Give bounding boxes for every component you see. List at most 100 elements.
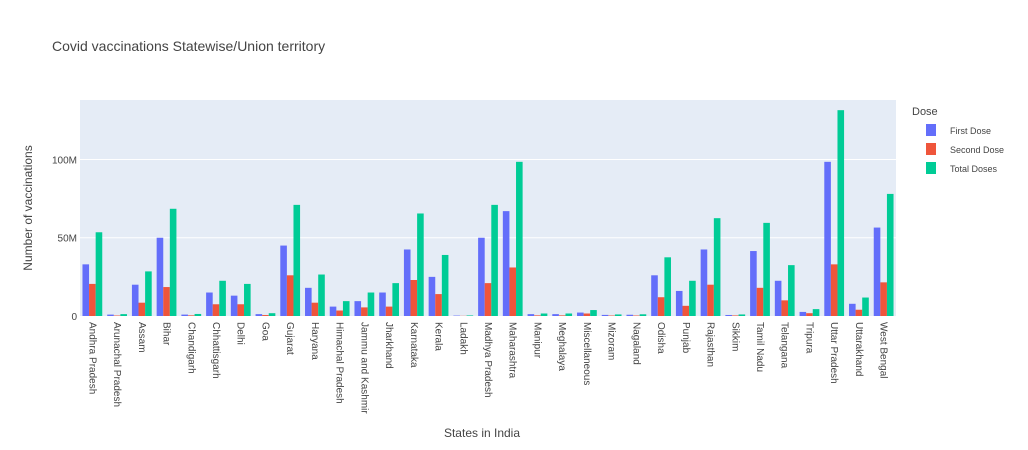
bar[interactable] [138, 302, 146, 316]
bar[interactable] [156, 237, 164, 316]
bar[interactable] [255, 314, 263, 316]
bar[interactable] [540, 313, 548, 316]
bar[interactable] [577, 312, 584, 316]
bar[interactable] [206, 292, 213, 316]
bar[interactable] [131, 284, 139, 316]
bar[interactable] [806, 313, 813, 316]
legend-swatch[interactable] [926, 143, 936, 155]
bar[interactable] [244, 283, 251, 316]
bar[interactable] [707, 284, 714, 316]
bar[interactable] [788, 265, 795, 316]
bar[interactable] [590, 310, 597, 316]
bar[interactable] [614, 314, 622, 316]
bar[interactable] [403, 249, 411, 316]
bar[interactable] [682, 305, 690, 316]
bar[interactable] [824, 161, 831, 316]
bar[interactable] [169, 208, 177, 316]
bar[interactable] [367, 292, 375, 316]
bar[interactable] [237, 304, 245, 316]
bar[interactable] [731, 315, 739, 316]
bar[interactable] [565, 313, 573, 316]
legend-swatch[interactable] [926, 162, 936, 174]
bar[interactable] [318, 274, 325, 316]
bar[interactable] [873, 227, 881, 316]
bar[interactable] [664, 257, 671, 316]
bar[interactable] [750, 251, 757, 316]
bar[interactable] [305, 287, 312, 316]
bar[interactable] [410, 280, 418, 316]
bar[interactable] [738, 314, 746, 316]
bar[interactable] [187, 315, 195, 316]
bar[interactable] [700, 249, 708, 316]
bar[interactable] [837, 110, 845, 316]
bar[interactable] [212, 304, 220, 316]
bar[interactable] [354, 301, 362, 316]
bar[interactable] [657, 297, 665, 316]
bar[interactable] [107, 314, 114, 316]
bar[interactable] [781, 300, 789, 316]
bar[interactable] [849, 303, 856, 316]
bar[interactable] [756, 287, 764, 316]
bar[interactable] [417, 213, 424, 316]
bar[interactable] [812, 309, 820, 316]
bar[interactable] [799, 311, 807, 316]
bar[interactable] [886, 193, 894, 316]
bar[interactable] [441, 254, 449, 316]
bar[interactable] [713, 218, 721, 316]
bar[interactable] [651, 275, 658, 316]
legend-swatch[interactable] [926, 124, 936, 136]
bar[interactable] [82, 264, 90, 316]
bar[interactable] [230, 295, 238, 316]
bar[interactable] [219, 280, 226, 316]
bar[interactable] [601, 314, 609, 316]
bar[interactable] [379, 292, 386, 316]
bar[interactable] [392, 283, 399, 316]
bar[interactable] [120, 314, 127, 316]
bar[interactable] [862, 297, 869, 316]
bar[interactable] [516, 161, 523, 316]
bar[interactable] [478, 237, 485, 316]
bar[interactable] [509, 267, 517, 316]
bar[interactable] [675, 290, 683, 316]
bar[interactable] [268, 313, 276, 316]
bar[interactable] [262, 315, 269, 316]
bar[interactable] [880, 282, 887, 316]
bar[interactable] [280, 245, 287, 316]
bar[interactable] [385, 306, 393, 316]
bar[interactable] [484, 283, 492, 316]
legend-item[interactable]: Total Doses [950, 164, 998, 174]
bar[interactable] [491, 204, 498, 316]
bar[interactable] [336, 310, 343, 316]
bar[interactable] [95, 232, 103, 316]
legend-item[interactable]: First Dose [950, 126, 991, 136]
bar[interactable] [626, 314, 634, 316]
bar[interactable] [855, 309, 863, 316]
legend-item[interactable]: Second Dose [950, 145, 1004, 155]
bar[interactable] [466, 315, 474, 316]
bar[interactable] [583, 313, 591, 316]
bar[interactable] [428, 276, 436, 316]
bar[interactable] [774, 280, 782, 316]
bar[interactable] [689, 280, 696, 316]
bar[interactable] [534, 315, 541, 316]
bar[interactable] [181, 314, 188, 316]
bar[interactable] [145, 271, 152, 316]
bar[interactable] [558, 315, 566, 316]
bar[interactable] [763, 222, 770, 316]
bar[interactable] [329, 306, 337, 316]
bar[interactable] [194, 313, 202, 316]
bar[interactable] [342, 301, 350, 316]
bar[interactable] [552, 314, 559, 316]
bar[interactable] [435, 294, 442, 316]
bar[interactable] [502, 211, 510, 316]
bar[interactable] [311, 302, 319, 316]
bar[interactable] [89, 283, 96, 316]
bar[interactable] [639, 314, 647, 316]
bar[interactable] [293, 204, 301, 316]
legend[interactable]: Dose First Dose Second Dose Total Doses [912, 106, 1004, 174]
bar[interactable] [286, 275, 294, 316]
bar[interactable] [163, 287, 170, 316]
bar[interactable] [725, 314, 732, 316]
bar[interactable] [527, 314, 535, 316]
bar[interactable] [830, 264, 838, 316]
